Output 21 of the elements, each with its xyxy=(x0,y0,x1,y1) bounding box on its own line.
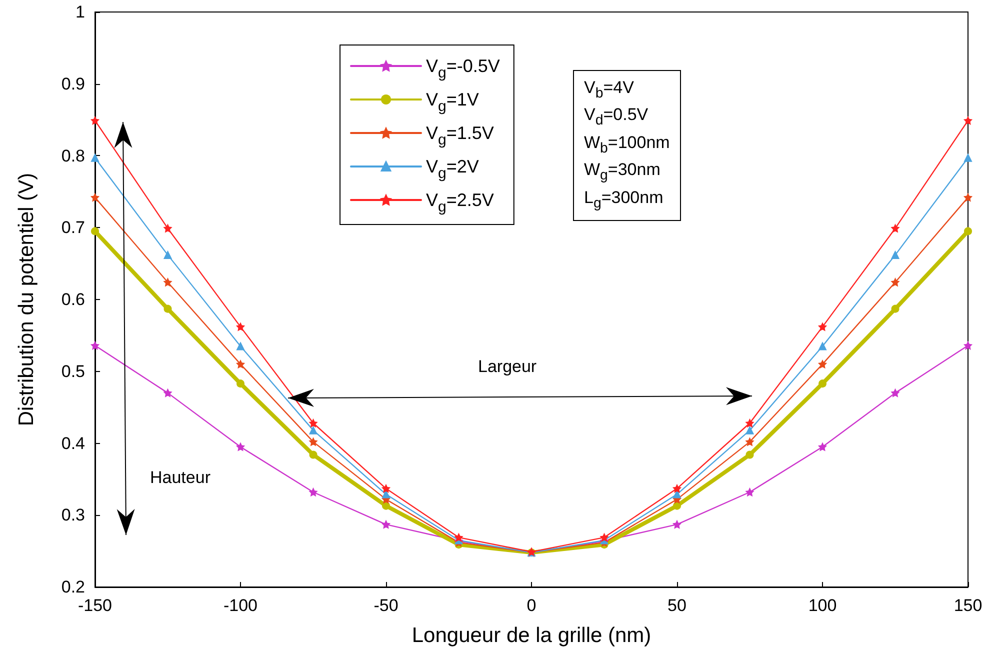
x-tick-label: 0 xyxy=(526,596,536,615)
y-tick-label: 0.7 xyxy=(61,218,85,238)
annotation: Hauteur xyxy=(150,467,210,489)
x-tick-label: 150 xyxy=(954,596,982,615)
x-axis-title: Longueur de la grille (nm) xyxy=(412,624,652,647)
y-tick-label: 0.8 xyxy=(61,146,85,166)
x-tick-label: -100 xyxy=(223,596,258,615)
text: V$_{b}$=4V V$_{d}$=0.5V W$_{b}$=100nm W$_{g}$=30nm L$_{g}$=300nm xyxy=(584,78,670,211)
y-tick-label: 0.4 xyxy=(61,434,85,453)
y-tick-label: 0.2 xyxy=(61,578,85,596)
x-tick-label: 50 xyxy=(668,596,686,615)
y-tick-label: 0.5 xyxy=(61,362,85,381)
x-tick-label: -50 xyxy=(374,596,398,615)
y-tick-label: 1 xyxy=(76,2,85,22)
y-axis-title: Distribution du potentiel (V) xyxy=(15,172,38,426)
y-tick-label: 0.6 xyxy=(61,290,85,309)
y-tick-label: 0.3 xyxy=(61,506,85,525)
x-tick-label: 100 xyxy=(808,596,837,615)
annotation: Largeur xyxy=(478,356,537,378)
x-tick-label: -150 xyxy=(78,596,112,615)
y-tick-label: 0.9 xyxy=(61,74,85,94)
